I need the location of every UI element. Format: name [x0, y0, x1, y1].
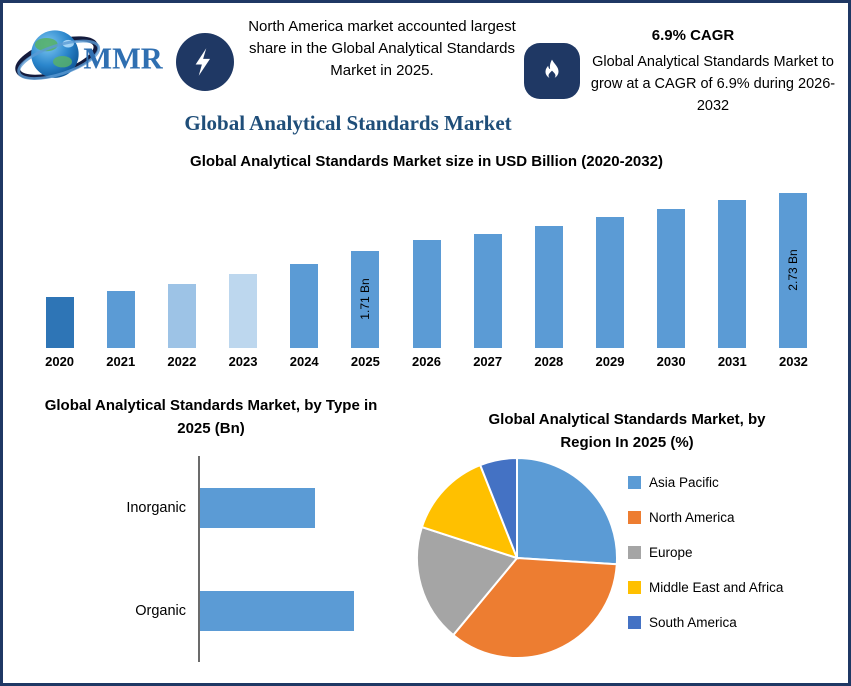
legend-swatch [628, 581, 641, 594]
pie-slice-north-america [451, 556, 618, 659]
x-axis-label: 2032 [778, 354, 808, 369]
region-chart: Global Analytical Standards Market, by R… [408, 401, 846, 683]
region-legend: Asia Pacific North America Europe Middle Ea… [628, 475, 783, 650]
bar-2028 [534, 225, 563, 348]
legend-item: Middle East and Africa [628, 580, 783, 595]
type-bar-row: Organic [18, 559, 404, 662]
bar-2026 [412, 239, 441, 348]
pie-slice-asia-pacific [516, 456, 618, 566]
bar-column: 2029 [579, 183, 640, 369]
cagr-text: Global Analytical Standards Market to gr… [590, 54, 836, 114]
pie-slice-europe [416, 525, 519, 637]
x-axis-label: 2028 [534, 354, 564, 369]
region-pie-svg [416, 456, 618, 659]
x-axis-label: 2021 [106, 354, 136, 369]
legend-item: Europe [628, 545, 783, 560]
legend-item: Asia Pacific [628, 475, 783, 490]
flame-icon [545, 59, 559, 80]
bar-2027 [473, 234, 502, 348]
x-axis-label: 2025 [350, 354, 380, 369]
x-axis-label: 2024 [289, 354, 319, 369]
bar-2032: 2.73 Bn [779, 192, 808, 348]
legend-label: South America [649, 615, 737, 630]
legend-label: Asia Pacific [649, 475, 719, 490]
bar-column: 2021 [90, 183, 151, 369]
bar-column: 2.73 Bn 2032 [763, 183, 824, 369]
lightning-badge [176, 33, 234, 91]
bar-column: 2020 [29, 183, 90, 369]
legend-swatch [628, 546, 641, 559]
bar-2031 [718, 200, 747, 348]
bar-column: 2026 [396, 183, 457, 369]
bar-2024 [290, 263, 319, 348]
legend-item: North America [628, 510, 783, 525]
legend-label: Middle East and Africa [649, 580, 784, 595]
bar-2025: 1.71 Bn [351, 250, 380, 348]
type-bar-row: Inorganic [18, 456, 404, 559]
region-chart-title: Global Analytical Standards Market, by R… [488, 411, 766, 451]
flame-badge [524, 43, 580, 99]
x-axis-label: 2022 [167, 354, 197, 369]
bar-value-label: 2.73 Bn [786, 249, 801, 292]
bar-value-label: 1.71 Bn [358, 278, 373, 321]
bar-2020 [45, 296, 74, 348]
page-title: Global Analytical Standards Market [184, 111, 512, 135]
mmr-logo: MMR [15, 30, 164, 80]
x-axis-label: 2020 [45, 354, 75, 369]
legend-label: Europe [649, 545, 693, 560]
x-axis-label: 2030 [656, 354, 686, 369]
cagr-headline: 6.9% CAGR [651, 27, 735, 44]
category-label: Inorganic [126, 499, 186, 516]
legend-item: South America [628, 615, 783, 630]
bar-inorganic [200, 487, 315, 528]
legend-swatch [628, 616, 641, 629]
pie-slice-middle-east-and-africa [420, 463, 519, 560]
x-axis-label: 2026 [412, 354, 441, 369]
bar-2022 [167, 284, 196, 348]
bar-2030 [657, 208, 686, 348]
bar-column: 2031 [702, 183, 763, 369]
x-axis-label: 2029 [595, 354, 625, 369]
bar-column: 2027 [457, 183, 518, 369]
market-bar-plot: 2020 2021 2022 2023 2024 1.71 Bn 2025 2026 2027 2… [29, 183, 824, 369]
market-chart-title: Global Analytical Standards Market size … [190, 153, 663, 170]
legend-swatch [628, 476, 641, 489]
bar-column: 1.71 Bn 2025 [335, 183, 396, 369]
logo-swoosh [17, 39, 101, 80]
bar-column: 2022 [151, 183, 212, 369]
market-size-chart: Global Analytical Standards Market size … [15, 153, 838, 378]
bar-2021 [106, 291, 135, 348]
bar-2023 [229, 274, 258, 348]
pie-slice-south-america [478, 456, 518, 559]
type-bar-plot: Inorganic Organic [18, 456, 404, 662]
highlight-text: North America market accounted largest s… [248, 18, 516, 79]
logo-text: MMR [83, 41, 163, 75]
bar-column: 2023 [212, 183, 273, 369]
type-chart-title: Global Analytical Standards Market, by T… [44, 397, 378, 437]
category-label: Organic [135, 602, 186, 619]
lightning-icon [195, 48, 210, 76]
bar-column: 2028 [518, 183, 579, 369]
legend-label: North America [649, 510, 735, 525]
y-axis-line [198, 456, 200, 662]
x-axis-label: 2031 [717, 354, 747, 369]
bar-column: 2030 [641, 183, 702, 369]
bar-column: 2024 [274, 183, 335, 369]
x-axis-label: 2023 [228, 354, 258, 369]
legend-swatch [628, 511, 641, 524]
type-chart: Global Analytical Standards Market, by T… [18, 395, 404, 681]
bar-2029 [595, 217, 624, 348]
bar-organic [200, 590, 354, 631]
x-axis-label: 2027 [473, 354, 503, 369]
